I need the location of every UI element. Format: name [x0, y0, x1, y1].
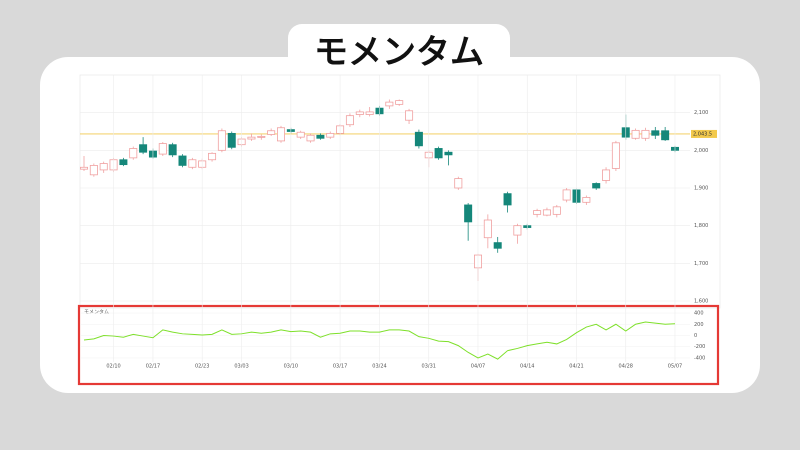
candle-body	[168, 144, 177, 156]
candle-body	[414, 131, 423, 147]
x-tick-label: 03/24	[372, 364, 386, 370]
candle-body	[306, 134, 315, 142]
indicator-title: モメンタム	[84, 309, 109, 316]
y-tick-label: 1,900	[694, 186, 708, 192]
y-tick-label: -200	[694, 344, 705, 350]
candle-body	[444, 151, 453, 156]
highlight-box	[77, 304, 720, 386]
candle-body	[651, 130, 660, 136]
chart-title: モメンタム	[314, 33, 484, 73]
candle-body	[483, 219, 492, 239]
candle-body	[89, 164, 98, 176]
candle-body	[119, 159, 128, 166]
candle-body	[434, 148, 443, 159]
y-tick-label: 400	[694, 311, 704, 317]
x-tick-label: 04/28	[619, 364, 633, 370]
x-tick-label: 03/31	[422, 364, 436, 370]
y-tick-label: 1,700	[694, 261, 708, 267]
y-tick-label: 2,000	[694, 148, 708, 154]
candle-body	[592, 183, 601, 189]
candle-body	[562, 189, 571, 201]
candle-body	[503, 193, 512, 206]
y-tick-label: -400	[694, 355, 705, 361]
candle-body	[385, 101, 394, 107]
x-tick-label: 04/14	[520, 364, 534, 370]
candle-body	[316, 134, 325, 139]
x-tick-label: 02/17	[146, 364, 160, 370]
candle-body	[365, 111, 374, 115]
candle-body	[129, 148, 138, 159]
candle-body	[345, 115, 354, 126]
x-tick-label: 03/03	[234, 364, 248, 370]
candle-body	[326, 132, 335, 138]
candle-body	[631, 129, 640, 139]
y-tick-label: 2,100	[694, 110, 708, 116]
candle-body	[611, 142, 620, 169]
y-tick-label: 1,600	[694, 299, 708, 305]
candle-body	[493, 242, 502, 249]
candle-body	[257, 135, 266, 138]
candle-body	[178, 155, 187, 166]
title-tab	[288, 24, 510, 82]
candle-body	[276, 127, 285, 142]
candle-body	[454, 178, 463, 189]
candle-body	[464, 204, 473, 223]
price-label: 2,043.5	[693, 131, 712, 137]
candle-body	[582, 197, 591, 203]
candle-body	[405, 110, 414, 121]
candle-body	[139, 144, 148, 153]
x-tick-label: 02/10	[106, 364, 120, 370]
candle-body	[533, 210, 542, 215]
momentum-line	[83, 321, 676, 360]
x-tick-label: 04/21	[569, 364, 583, 370]
candle-body	[552, 206, 561, 215]
candle-body	[355, 111, 364, 115]
candle-body	[227, 132, 236, 148]
candle-body	[267, 130, 276, 135]
y-tick-label: 200	[694, 322, 704, 328]
x-tick-label: 05/07	[668, 364, 682, 370]
candle-body	[395, 100, 404, 105]
candle-body	[296, 131, 305, 138]
candle-body	[513, 225, 522, 236]
candle-body	[602, 169, 611, 181]
candle-body	[80, 166, 89, 170]
candle-body	[217, 130, 226, 151]
x-tick-label: 02/23	[195, 364, 209, 370]
candle-body	[247, 136, 256, 140]
y-tick-label: 1,800	[694, 223, 708, 229]
price-plot	[79, 74, 721, 309]
x-tick-label: 04/07	[471, 364, 485, 370]
y-tick-label: 0	[694, 333, 697, 339]
candle-body	[188, 159, 197, 168]
x-tick-label: 03/17	[333, 364, 347, 370]
price-label-box	[691, 129, 717, 138]
candle-body	[661, 130, 670, 141]
x-tick-label: 03/10	[284, 364, 298, 370]
candle-body	[99, 163, 108, 171]
candle-body	[641, 129, 650, 139]
candle-body	[158, 143, 167, 155]
candle-body	[208, 152, 217, 161]
candle-body	[542, 209, 551, 216]
